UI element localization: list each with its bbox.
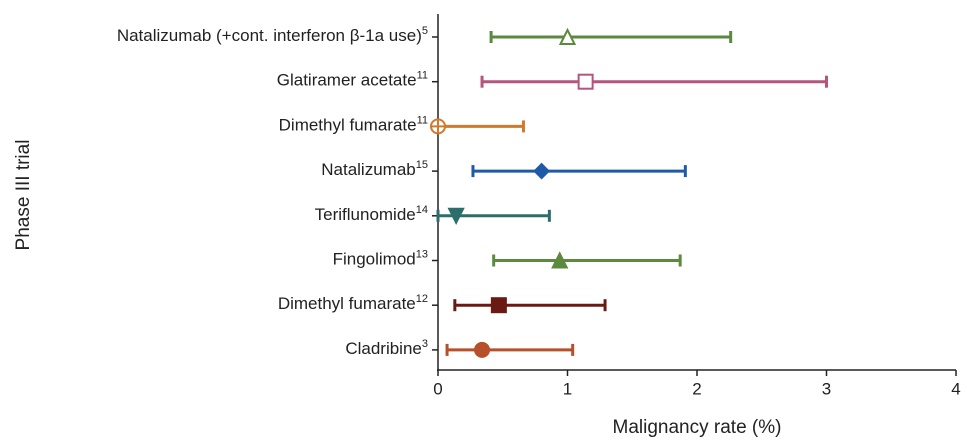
category-name: Teriflunomide — [315, 205, 416, 224]
point — [558, 27, 577, 45]
x-tick-label: 1 — [563, 379, 572, 398]
x-tick-label: 2 — [692, 379, 701, 398]
reference: 5 — [422, 25, 428, 37]
category-name: Dimethyl fumarate — [278, 295, 416, 314]
y-tick-label: Natalizumab (+cont. interferon β-1a use)… — [117, 25, 428, 46]
y-axis-label: Phase III trial — [13, 140, 34, 251]
category-name: Cladribine — [345, 339, 422, 358]
point — [533, 162, 551, 180]
point — [577, 73, 594, 90]
point — [474, 341, 491, 358]
category-name: Glatiramer acetate — [277, 71, 417, 90]
reference: 13 — [416, 248, 428, 260]
y-tick-label: Glatiramer acetate11 — [277, 70, 428, 91]
point — [447, 207, 465, 226]
reference: 3 — [422, 338, 428, 350]
y-tick-label: Cladribine3 — [345, 338, 428, 359]
x-tick-label: 0 — [433, 379, 442, 398]
y-tick-label: Teriflunomide14 — [315, 204, 428, 225]
x-axis-label: Malignancy rate (%) — [613, 417, 782, 438]
y-tick-label: Fingolimod13 — [333, 248, 428, 269]
category-name: Fingolimod — [333, 250, 416, 269]
reference: 12 — [416, 293, 428, 305]
y-tick-label: Dimethyl fumarate11 — [279, 114, 428, 135]
reference: 15 — [416, 159, 428, 171]
category-name: Natalizumab (+cont. interferon β-1a use) — [117, 26, 422, 45]
y-tick-label: Natalizumab15 — [321, 159, 428, 180]
x-tick-label: 3 — [822, 379, 831, 398]
x-tick-label: 4 — [951, 379, 960, 398]
point — [490, 297, 507, 314]
reference: 14 — [416, 204, 428, 216]
reference: 11 — [417, 114, 428, 126]
point — [551, 251, 569, 269]
reference: 11 — [417, 70, 428, 82]
y-tick-label: Dimethyl fumarate12 — [278, 293, 428, 314]
category-name: Natalizumab — [321, 161, 416, 180]
category-name: Dimethyl fumarate — [279, 116, 417, 135]
